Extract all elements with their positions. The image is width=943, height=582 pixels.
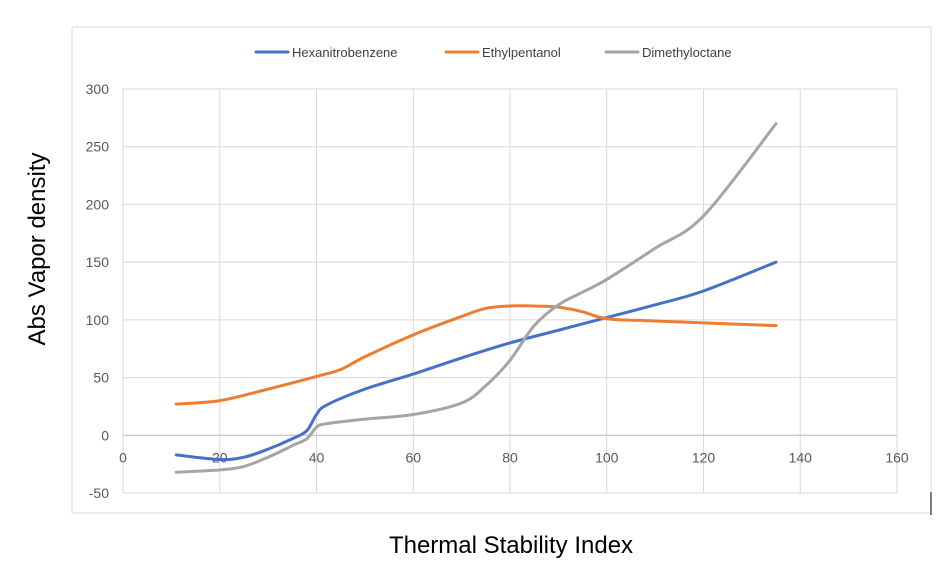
y-tick-label: 100 — [86, 312, 110, 328]
legend: Hexanitrobenzene Ethylpentanol Dimethyloct… — [254, 45, 732, 60]
y-tick-label: 250 — [86, 139, 110, 155]
x-tick-label: 100 — [595, 449, 619, 465]
legend-label-ethylpentanol: Ethylpentanol — [482, 45, 561, 60]
y-tick-label: -50 — [89, 485, 109, 501]
axes: -50 0 50 100 150 200 250 300 0 20 40 60 80 100 120 140 1… — [86, 81, 909, 501]
y-tick-label: 200 — [86, 196, 110, 212]
gridlines — [122, 88, 898, 494]
y-axis-title: Abs Vapor density — [24, 153, 51, 346]
legend-label-hexanitrobenzene: Hexanitrobenzene — [292, 45, 398, 60]
x-tick-label: 0 — [119, 449, 127, 465]
y-tick-label: 0 — [101, 427, 109, 443]
series-line-ethylpentanol — [174, 304, 778, 406]
y-tick-label: 300 — [86, 81, 110, 97]
series-line-hexanitrobenzene — [174, 260, 778, 462]
x-tick-label: 80 — [502, 449, 518, 465]
legend-label-dimethyloctane: Dimethyloctane — [642, 45, 732, 60]
x-tick-label: 20 — [212, 449, 228, 465]
x-tick-label: 120 — [692, 449, 716, 465]
x-tick-label: 160 — [885, 449, 909, 465]
x-axis-title: Thermal Stability Index — [389, 532, 633, 559]
series-lines — [174, 122, 778, 474]
y-tick-label: 50 — [93, 370, 109, 386]
x-tick-label: 140 — [789, 449, 813, 465]
x-tick-label: 40 — [309, 449, 325, 465]
series-line-dimethyloctane — [174, 122, 778, 474]
x-tick-label: 60 — [405, 449, 421, 465]
chart-area-border — [71, 26, 932, 514]
y-tick-label: 150 — [86, 254, 110, 270]
